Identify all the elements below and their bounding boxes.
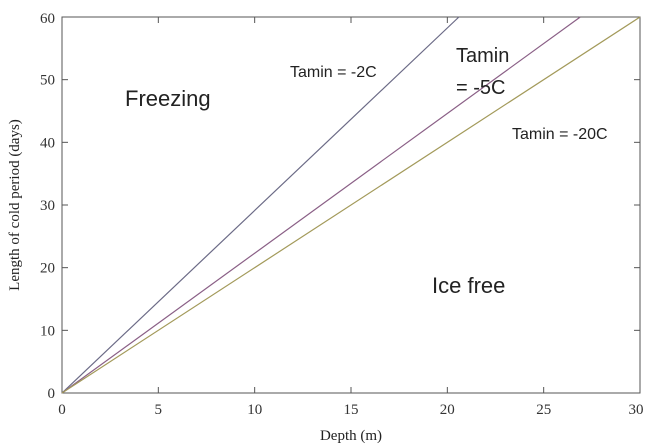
y-tick-label: 0 xyxy=(48,386,56,402)
series-line-3 xyxy=(61,16,641,394)
y-tick-label: 40 xyxy=(40,135,55,151)
y-axis-title: Length of cold period (days) xyxy=(7,119,23,291)
series-2-annotation-line-2: = -5C xyxy=(456,77,505,99)
x-tick-label: 5 xyxy=(155,402,163,418)
series-lines xyxy=(61,16,641,394)
x-axis-title: Depth (m) xyxy=(320,428,382,444)
x-tick-label: 30 xyxy=(629,402,644,418)
series-1-annotation: Tamin = -2C xyxy=(290,64,377,81)
x-tick-label: 0 xyxy=(58,402,66,418)
region-label-ice-free: Ice free xyxy=(432,273,505,298)
x-ticks xyxy=(61,17,641,393)
y-tick-label: 60 xyxy=(40,11,55,27)
y-tick-labels: 0 10 20 30 40 50 60 xyxy=(40,11,55,402)
y-ticks xyxy=(62,16,640,394)
series-2-annotation-line-1: Tamin xyxy=(456,45,509,67)
y-tick-label: 20 xyxy=(40,261,55,277)
region-label-freezing: Freezing xyxy=(125,86,211,111)
x-tick-label: 25 xyxy=(536,402,551,418)
series-3-annotation: Tamin = -20C xyxy=(512,126,608,143)
x-tick-label: 20 xyxy=(440,402,455,418)
series-line-2 xyxy=(61,16,581,394)
x-tick-label: 10 xyxy=(247,402,262,418)
y-tick-label: 30 xyxy=(40,198,55,214)
series-line-1 xyxy=(61,16,460,394)
y-tick-label: 50 xyxy=(40,73,55,89)
x-tick-label: 15 xyxy=(344,402,359,418)
x-tick-labels: 0 5 10 15 20 25 30 xyxy=(58,402,643,418)
y-tick-label: 10 xyxy=(40,323,55,339)
